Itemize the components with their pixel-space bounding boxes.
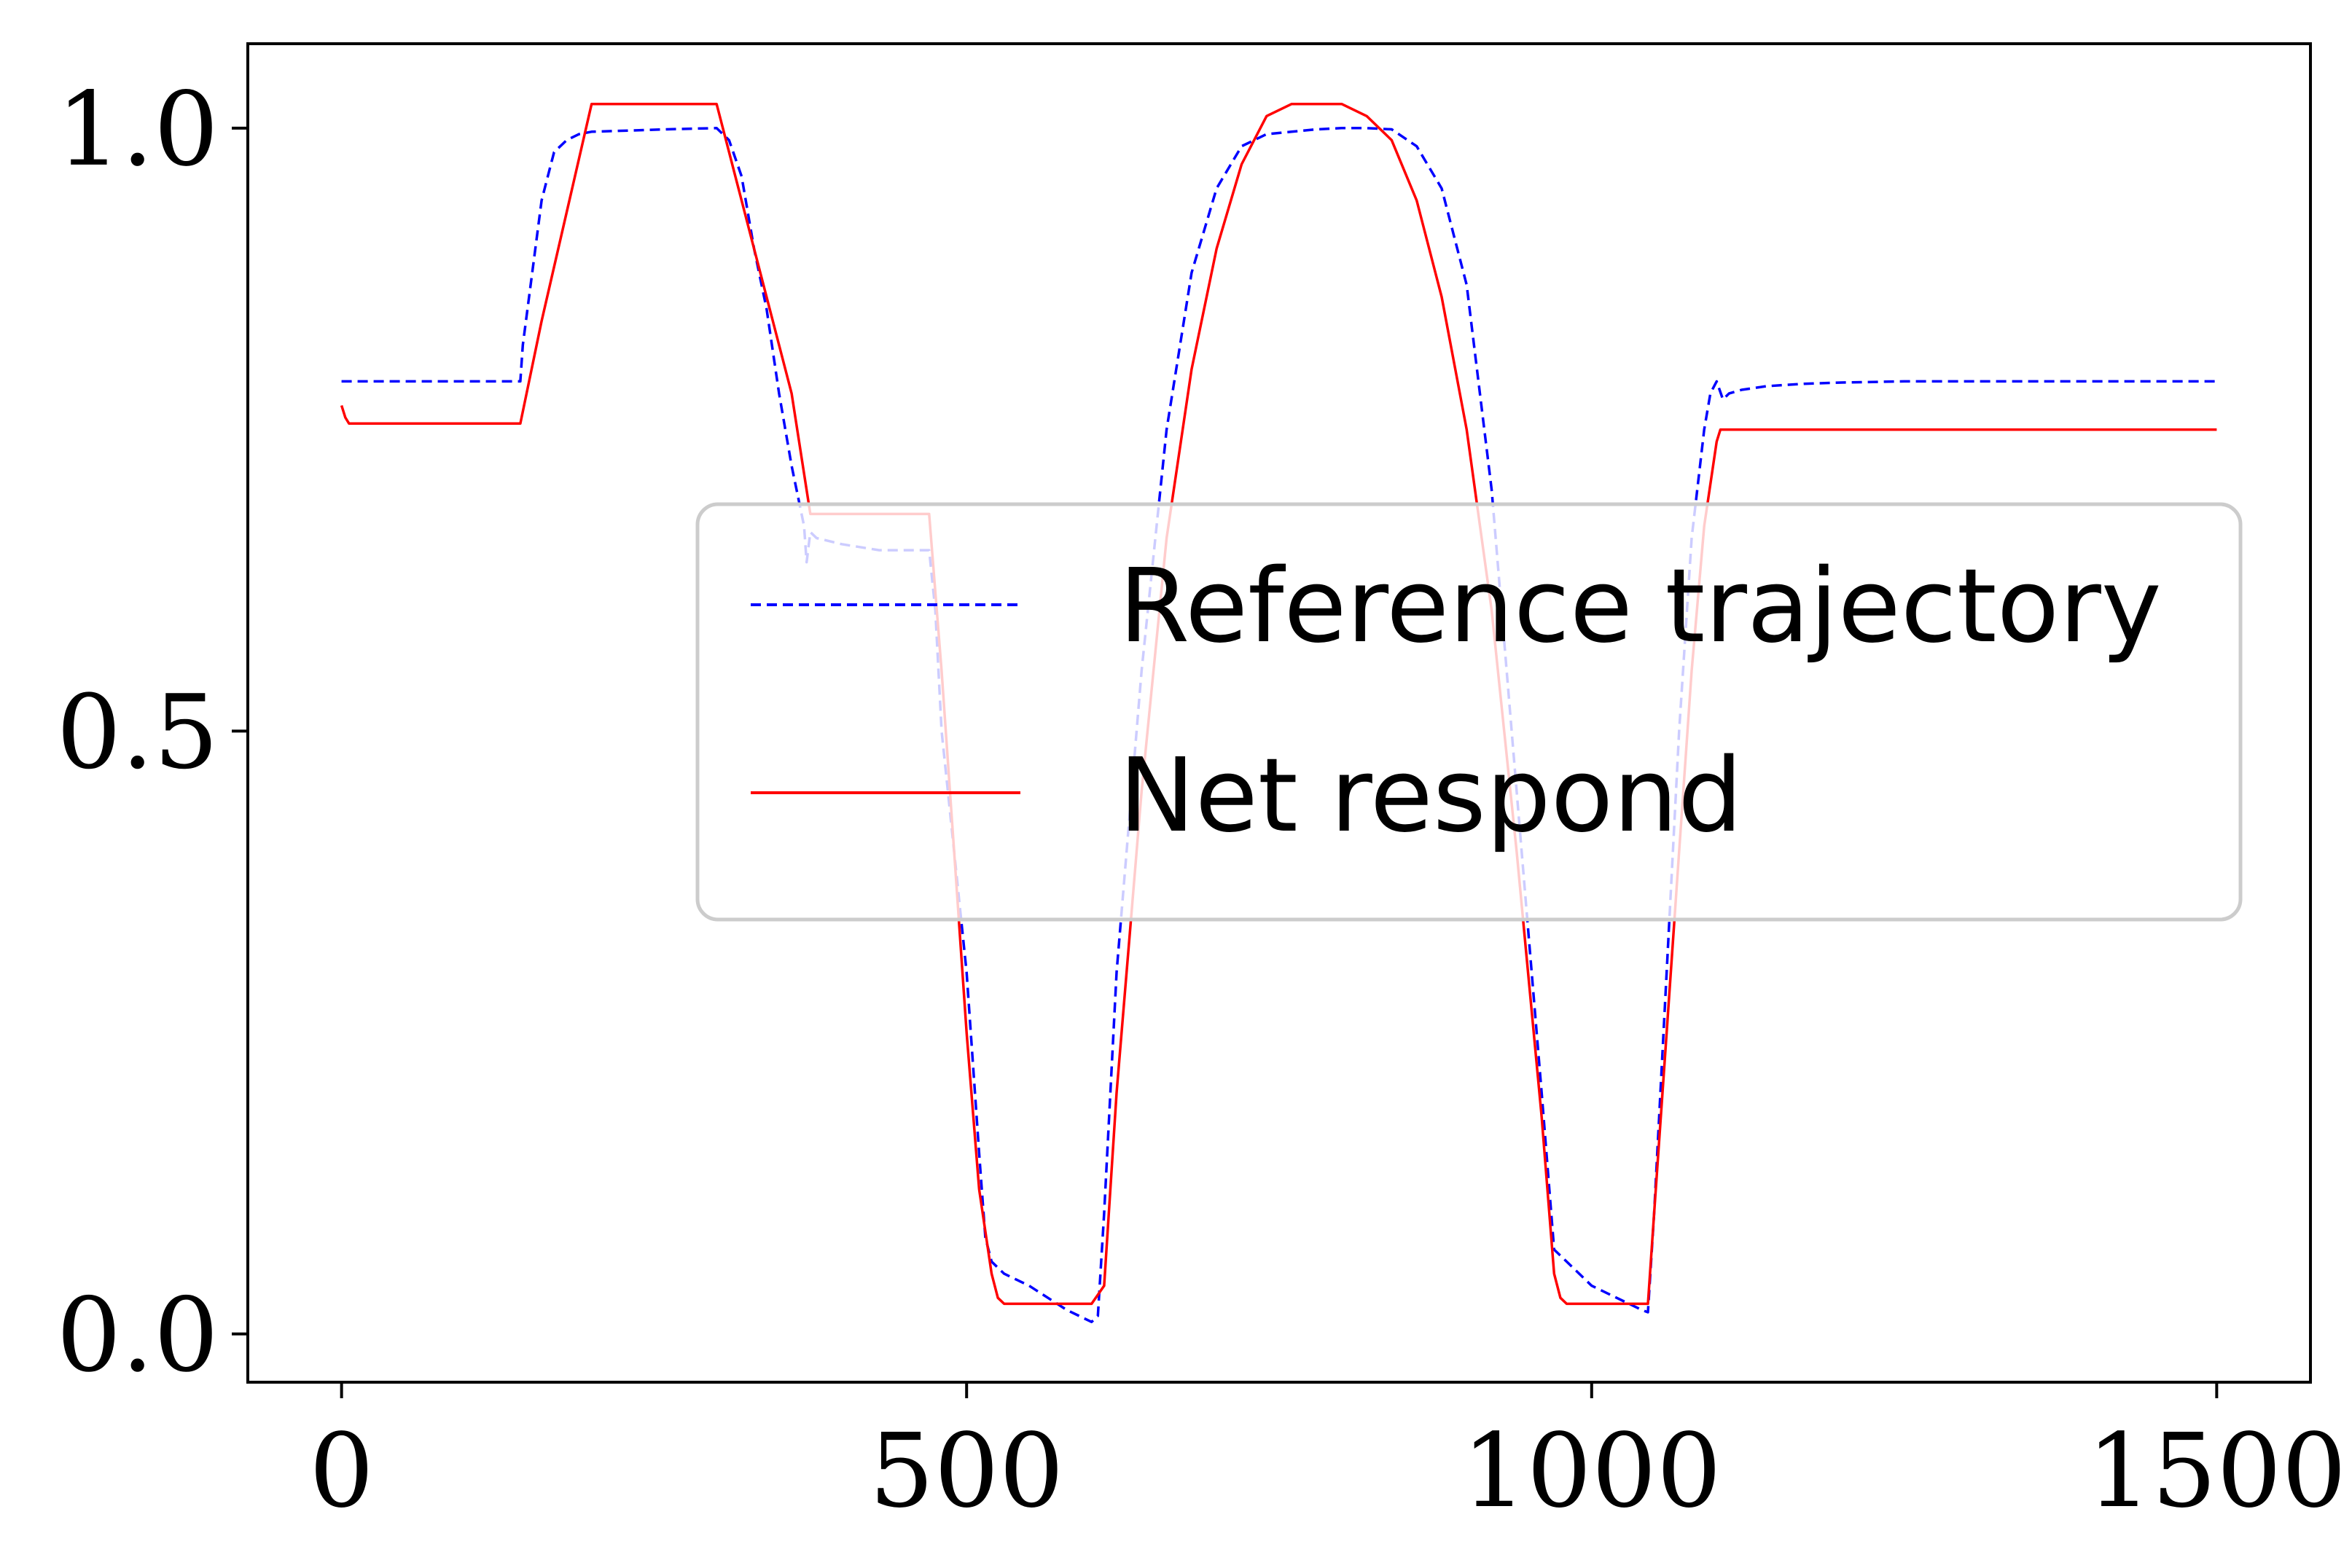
legend: Reference trajectory Net respond bbox=[695, 502, 2243, 922]
plot-frame bbox=[246, 42, 2312, 1384]
x-axis: 0 500 1000 1500 bbox=[309, 1382, 2347, 1531]
y-tick-label: 0.5 bbox=[56, 673, 219, 792]
y-axis: 0.0 0.5 1.0 bbox=[56, 71, 248, 1395]
legend-box bbox=[695, 502, 2243, 922]
x-tick-label: 1500 bbox=[2087, 1412, 2346, 1531]
x-tick-label: 0 bbox=[309, 1412, 374, 1531]
x-tick-label: 500 bbox=[870, 1412, 1064, 1531]
y-tick-label: 1.0 bbox=[56, 71, 219, 189]
legend-label-net: Net respond bbox=[1119, 737, 1743, 855]
series-line-net-respond bbox=[340, 102, 2217, 1306]
y-tick-label: 0.0 bbox=[56, 1277, 219, 1395]
x-tick-label: 1000 bbox=[1462, 1412, 1722, 1531]
legend-label-reference: Reference trajectory bbox=[1119, 547, 2162, 666]
